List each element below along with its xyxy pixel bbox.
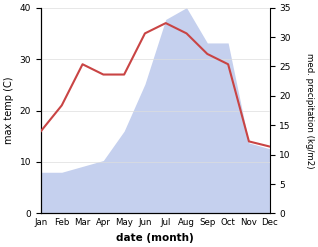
- X-axis label: date (month): date (month): [116, 233, 194, 243]
- Y-axis label: med. precipitation (kg/m2): med. precipitation (kg/m2): [305, 53, 314, 168]
- Y-axis label: max temp (C): max temp (C): [4, 77, 14, 144]
